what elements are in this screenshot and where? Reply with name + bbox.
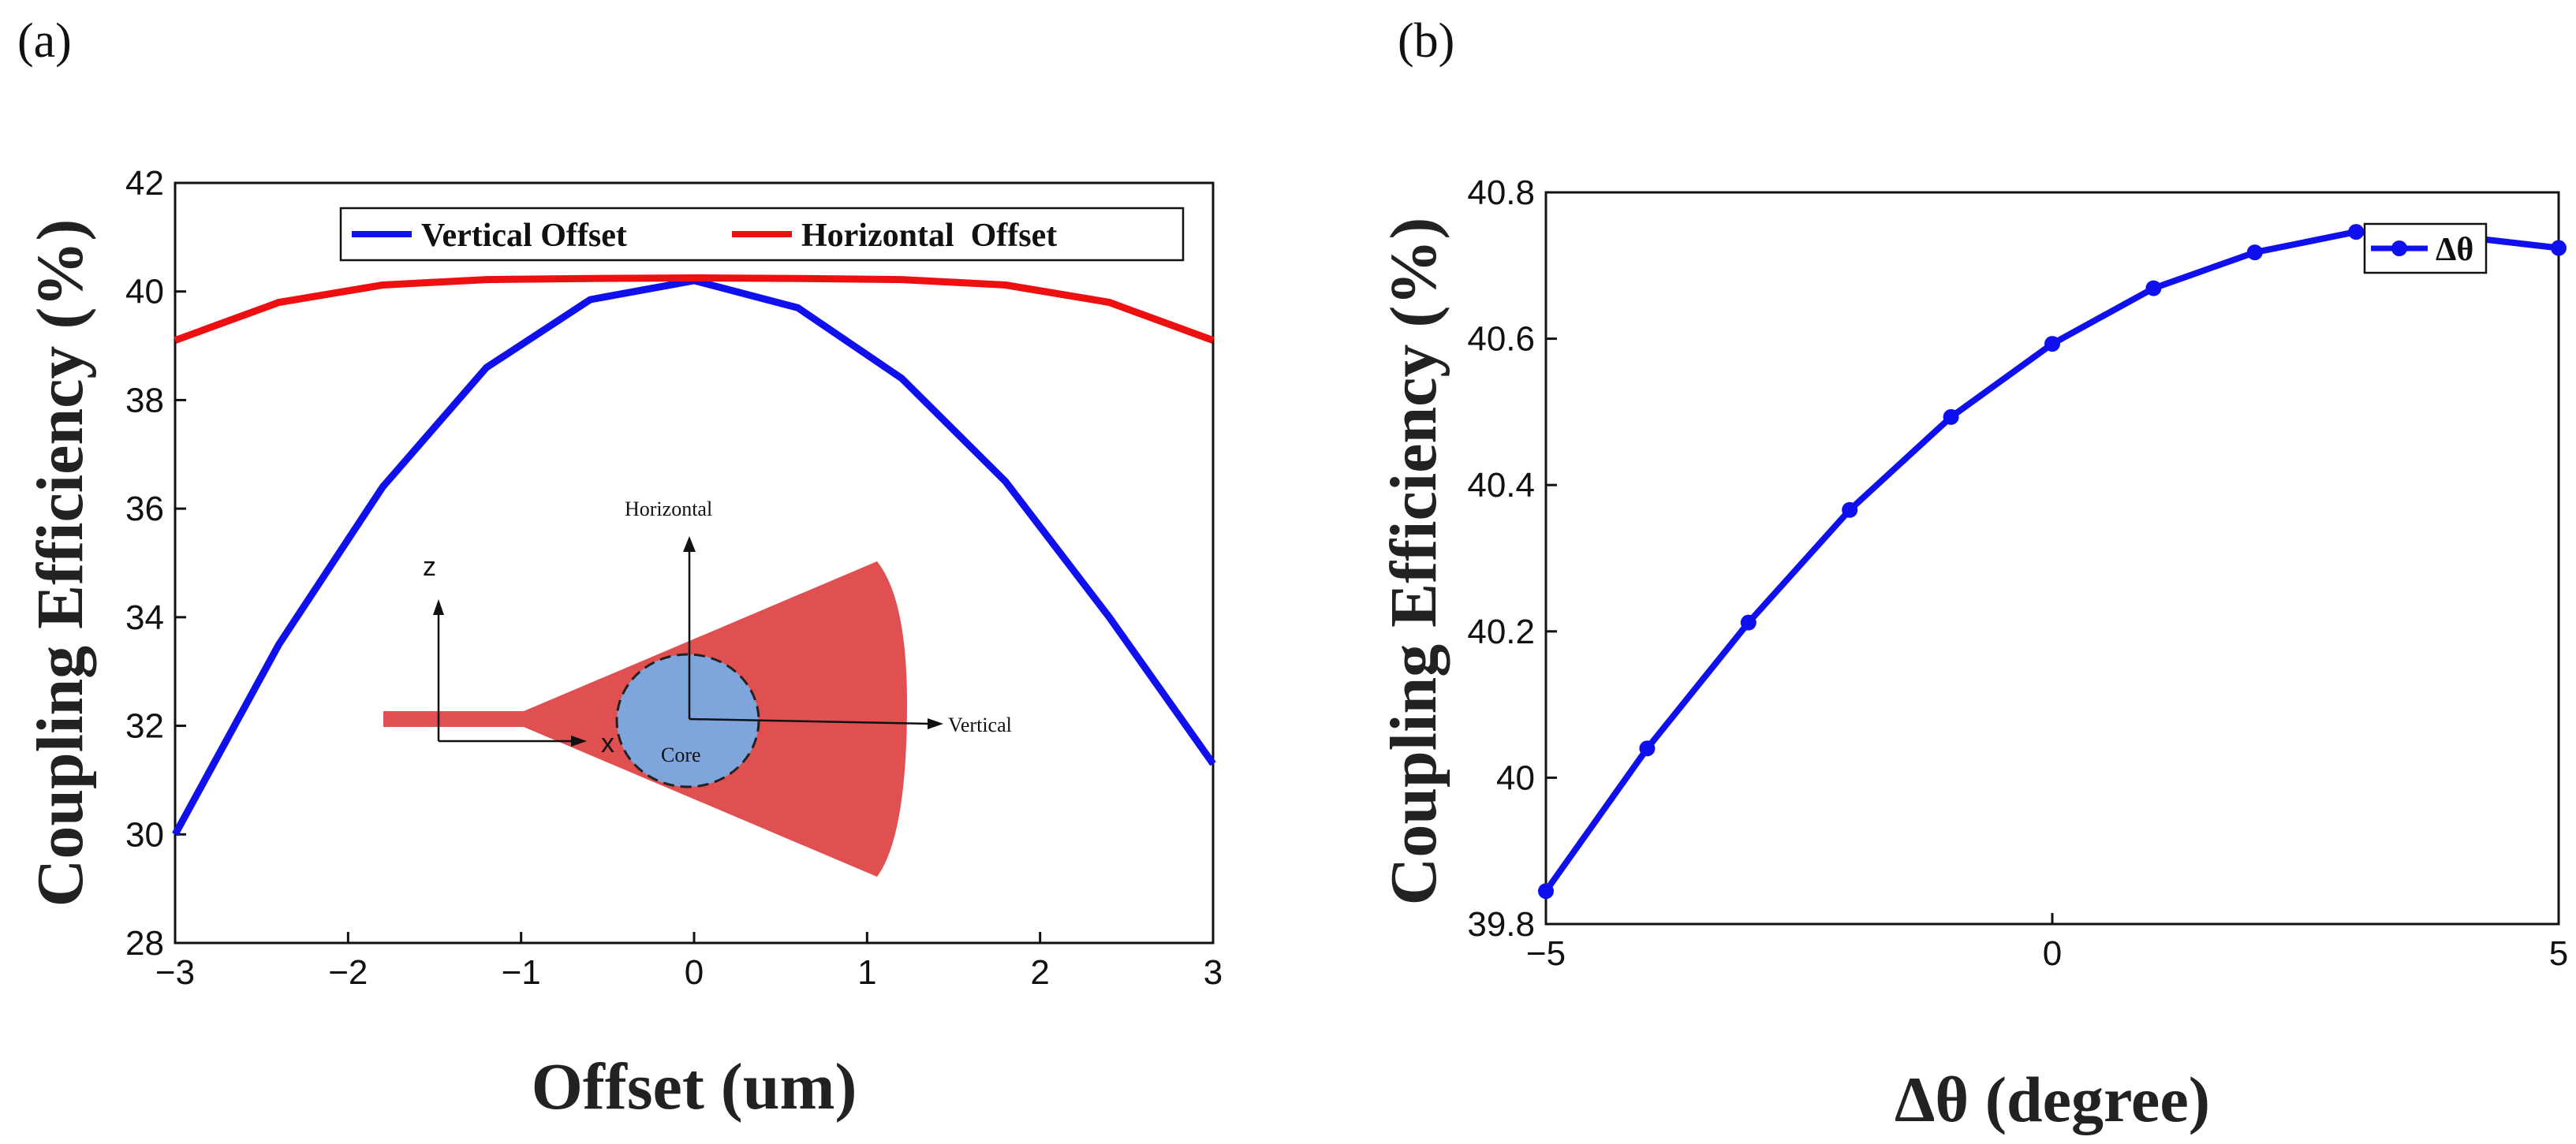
- legend-label-delta-theta: Δθ: [2436, 232, 2473, 268]
- y-tick-label: 40.6: [1467, 320, 1535, 359]
- data-point: [2348, 224, 2365, 240]
- data-point: [1842, 501, 1858, 518]
- chart-b-frame: [1544, 191, 2560, 926]
- inset-waveguide: [383, 711, 525, 727]
- chart-a-ticks: [174, 181, 1215, 945]
- chart-a-legend-box: [339, 207, 1185, 262]
- x-tick-label: 0: [2043, 934, 2062, 973]
- series-line-series: [1543, 229, 2559, 893]
- data-point: [1639, 740, 1656, 757]
- inset-horizontal-label: Horizontal: [625, 497, 712, 520]
- legend-marker-delta-theta: [2391, 240, 2407, 256]
- y-tick-label: 38: [125, 381, 164, 419]
- y-tick-label: 40: [125, 273, 164, 311]
- y-tick-label: 39.8: [1467, 905, 1535, 944]
- panel-label-a: (a): [17, 14, 72, 68]
- data-point: [2145, 280, 2162, 296]
- x-tick-label: 5: [2549, 934, 2568, 973]
- chart-b-ylabel: Coupling Efficiency (%): [1377, 218, 1450, 906]
- chart-b: −5 0 5 39.8 40 40.2 40.4 40.6 40.8 Δθ Δθ (degree…: [1377, 173, 2568, 1135]
- chart-b-tick-labels: −5 0 5 39.8 40 40.2 40.4 40.6 40.8: [1467, 173, 2568, 973]
- inset-x-label: x: [601, 729, 614, 758]
- chart-a-legend: Vertical Offset Horizontal Offset: [339, 207, 1185, 262]
- inset-vertical-arrowhead: [928, 718, 943, 729]
- panel-label-b: (b): [1398, 14, 1454, 68]
- inset-vertical-axis: [689, 717, 931, 725]
- x-tick-label: 3: [1204, 953, 1223, 992]
- y-tick-label: 32: [125, 707, 164, 746]
- chart-b-series: [1538, 224, 2567, 900]
- x-tick-label: 0: [685, 953, 704, 992]
- y-tick-label: 40.4: [1467, 466, 1535, 505]
- data-point: [1538, 883, 1554, 900]
- x-tick-label: −2: [328, 953, 368, 992]
- data-point: [1740, 614, 1757, 631]
- inset-horizontal-arrowhead: [683, 536, 696, 552]
- x-tick-label: −3: [155, 953, 195, 992]
- inset-vertical-label: Vertical: [948, 714, 1012, 736]
- inset-z-arrowhead: [433, 599, 444, 615]
- chart-b-ticks: [1544, 191, 2560, 926]
- inset-core-label: Core: [661, 743, 701, 766]
- chart-a-xlabel: Offset (um): [532, 1050, 857, 1124]
- x-tick-label: −1: [502, 953, 541, 992]
- fiber-taper-inset: Horizontal Vertical Core z x: [383, 497, 1012, 877]
- y-tick-label: 30: [125, 815, 164, 854]
- y-tick-label: 34: [125, 598, 164, 637]
- inset-z-label: z: [423, 552, 436, 582]
- y-tick-label: 36: [125, 490, 164, 528]
- y-tick-label: 40.2: [1467, 613, 1535, 651]
- data-point: [2044, 336, 2060, 352]
- y-tick-label: 42: [125, 164, 164, 203]
- x-tick-label: 2: [1030, 953, 1049, 992]
- chart-a-ylabel: Coupling Efficiency (%): [24, 219, 97, 907]
- legend-label-vertical-offset: Vertical Offset: [421, 218, 627, 254]
- y-tick-label: 40: [1496, 758, 1535, 797]
- y-tick-label: 28: [125, 924, 164, 963]
- x-tick-label: 1: [857, 953, 876, 992]
- data-point: [1943, 408, 1959, 425]
- data-point: [2246, 244, 2263, 261]
- chart-b-xlabel: Δθ (degree): [1895, 1064, 2210, 1135]
- chart-a-series: [172, 274, 1216, 837]
- y-tick-label: 40.8: [1467, 173, 1535, 212]
- chart-b-legend: Δθ: [2363, 222, 2488, 274]
- chart-a-tick-labels: −3 −2 −1 0 1 2 3 28 30 32 34 36 38 40 42: [125, 164, 1223, 992]
- series-line-horizontal-offset: [174, 274, 1215, 344]
- x-tick-label: −5: [1526, 934, 1566, 973]
- chart-a: −3 −2 −1 0 1 2 3 28 30 32 34 36 38 40 42 Horizontal Ve…: [24, 164, 1223, 1124]
- inset-x-arrowhead: [571, 736, 587, 747]
- legend-label-horizontal-offset: Horizontal Offset: [801, 218, 1057, 254]
- data-point: [2551, 240, 2567, 256]
